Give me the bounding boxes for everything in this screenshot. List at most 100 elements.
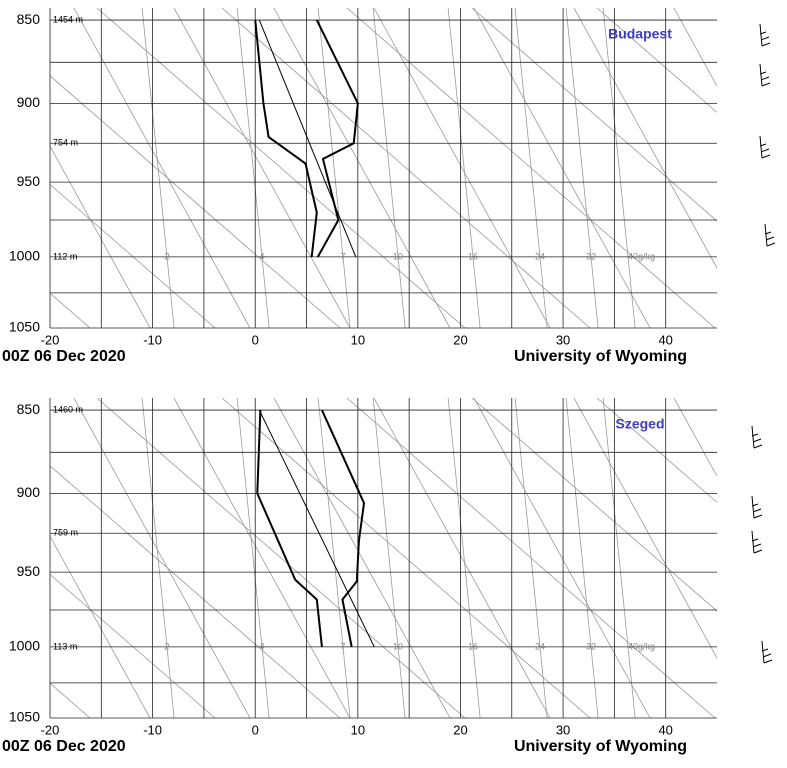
mixing-ratio-line xyxy=(565,8,599,328)
adiabat-line xyxy=(673,398,717,478)
mixing-ratio-label: 24 xyxy=(535,641,545,651)
isotherm-line xyxy=(471,398,717,612)
isotherm-line xyxy=(50,465,341,718)
y-tick-label: 900 xyxy=(17,94,41,110)
x-tick-label: 0 xyxy=(252,722,259,737)
mixing-ratio-line xyxy=(317,398,351,718)
adiabat-line xyxy=(273,398,451,718)
plot-area xyxy=(50,398,787,718)
isotherm-line xyxy=(722,398,787,718)
mixing-ratio-label: 40g/kg xyxy=(628,251,655,261)
x-tick-label: 10 xyxy=(351,332,365,347)
mixing-ratio-label: 4 xyxy=(259,251,264,261)
mixing-ratio-line xyxy=(447,8,481,328)
profile-line xyxy=(256,410,323,648)
mixing-ratio-label: 16 xyxy=(468,251,478,261)
mixing-ratio-label: 4 xyxy=(259,641,264,651)
mixing-ratio-label: 2 xyxy=(164,251,169,261)
wind-barb xyxy=(751,425,763,449)
x-tick-label: 40 xyxy=(658,332,672,347)
height-label: 1460 m xyxy=(53,404,83,414)
mixing-ratio-label: 32 xyxy=(586,251,596,261)
y-tick-label: 1050 xyxy=(9,319,40,335)
height-label: 754 m xyxy=(53,138,78,148)
mixing-ratio-line xyxy=(236,398,270,718)
x-tick-label: 20 xyxy=(453,332,467,347)
adiabat-line xyxy=(50,145,151,328)
adiabat-line xyxy=(774,398,787,718)
footer-right: University of Wyoming xyxy=(514,738,687,755)
mixing-ratio-line xyxy=(236,8,270,328)
adiabat-line xyxy=(573,8,717,269)
adiabat-line xyxy=(50,717,51,718)
adiabat-line xyxy=(473,8,651,328)
adiabat-line xyxy=(373,8,551,328)
isotherm-line xyxy=(96,398,466,718)
y-tick-label: 850 xyxy=(17,401,41,417)
isotherm-line xyxy=(596,398,717,503)
y-tick-label: 900 xyxy=(17,484,41,500)
x-tick-label: 30 xyxy=(556,332,570,347)
mixing-ratio-line xyxy=(372,8,406,328)
x-tick-label: -10 xyxy=(143,722,162,737)
isotherm-line xyxy=(722,8,787,328)
adiabat-line xyxy=(173,398,351,718)
mixing-ratio-label: 16 xyxy=(468,641,478,651)
footer-left: 00Z 06 Dec 2020 xyxy=(2,348,126,365)
height-label: 113 m xyxy=(53,641,77,651)
isotherm-line xyxy=(221,398,591,718)
mixing-ratio-label: 10 xyxy=(393,641,403,651)
station-title: Budapest xyxy=(608,26,672,42)
wind-barb xyxy=(759,63,771,87)
mixing-ratio-label: 32 xyxy=(586,641,596,651)
y-tick-label: 1050 xyxy=(9,709,40,725)
isotherm-line xyxy=(471,8,717,222)
adiabat-line xyxy=(573,398,717,659)
mixing-ratio-label: 7 xyxy=(340,251,345,261)
adiabat-line xyxy=(50,535,151,718)
profile-line xyxy=(258,409,375,648)
adiabat-line xyxy=(73,8,251,328)
height-label: 112 m xyxy=(53,251,77,261)
isotherm-line xyxy=(50,183,216,328)
y-tick-label: 850 xyxy=(17,11,41,27)
adiabat-line xyxy=(774,8,787,328)
mixing-ratio-line xyxy=(372,398,406,718)
mixing-ratio-line xyxy=(141,8,175,328)
isotherm-line xyxy=(596,8,717,113)
x-tick-label: 0 xyxy=(252,332,259,347)
isotherm-line xyxy=(221,8,591,328)
x-tick-label: -10 xyxy=(143,332,162,347)
adiabat-line xyxy=(50,327,51,328)
mixing-ratio-line xyxy=(602,8,636,328)
wind-barb xyxy=(759,23,771,47)
profile-line xyxy=(315,19,359,258)
mixing-ratio-line xyxy=(602,398,636,718)
profile-line xyxy=(258,19,357,258)
mixing-ratio-line xyxy=(514,8,548,328)
x-tick-label: -20 xyxy=(41,332,60,347)
wind-barb xyxy=(764,223,776,247)
footer-left: 00Z 06 Dec 2020 xyxy=(2,738,126,755)
adiabat-line xyxy=(673,8,717,88)
wind-barb xyxy=(761,640,773,664)
mixing-ratio-label: 10 xyxy=(393,251,403,261)
mixing-ratio-label: 24 xyxy=(535,251,545,261)
mixing-ratio-label: 40g/kg xyxy=(628,641,655,651)
profile-line xyxy=(254,19,318,258)
adiabat-line xyxy=(273,8,451,328)
mixing-ratio-line xyxy=(317,8,351,328)
x-tick-label: 20 xyxy=(453,722,467,737)
mixing-ratio-label: 2 xyxy=(164,641,169,651)
adiabat-line xyxy=(73,398,251,718)
x-tick-label: 10 xyxy=(351,722,365,737)
isotherm-line xyxy=(96,8,466,328)
isotherm-line xyxy=(50,292,91,328)
y-tick-label: 950 xyxy=(17,563,41,579)
height-label: 1454 m xyxy=(53,14,83,24)
mixing-ratio-line xyxy=(514,398,548,718)
x-tick-label: 40 xyxy=(658,722,672,737)
plot-area xyxy=(50,8,787,328)
